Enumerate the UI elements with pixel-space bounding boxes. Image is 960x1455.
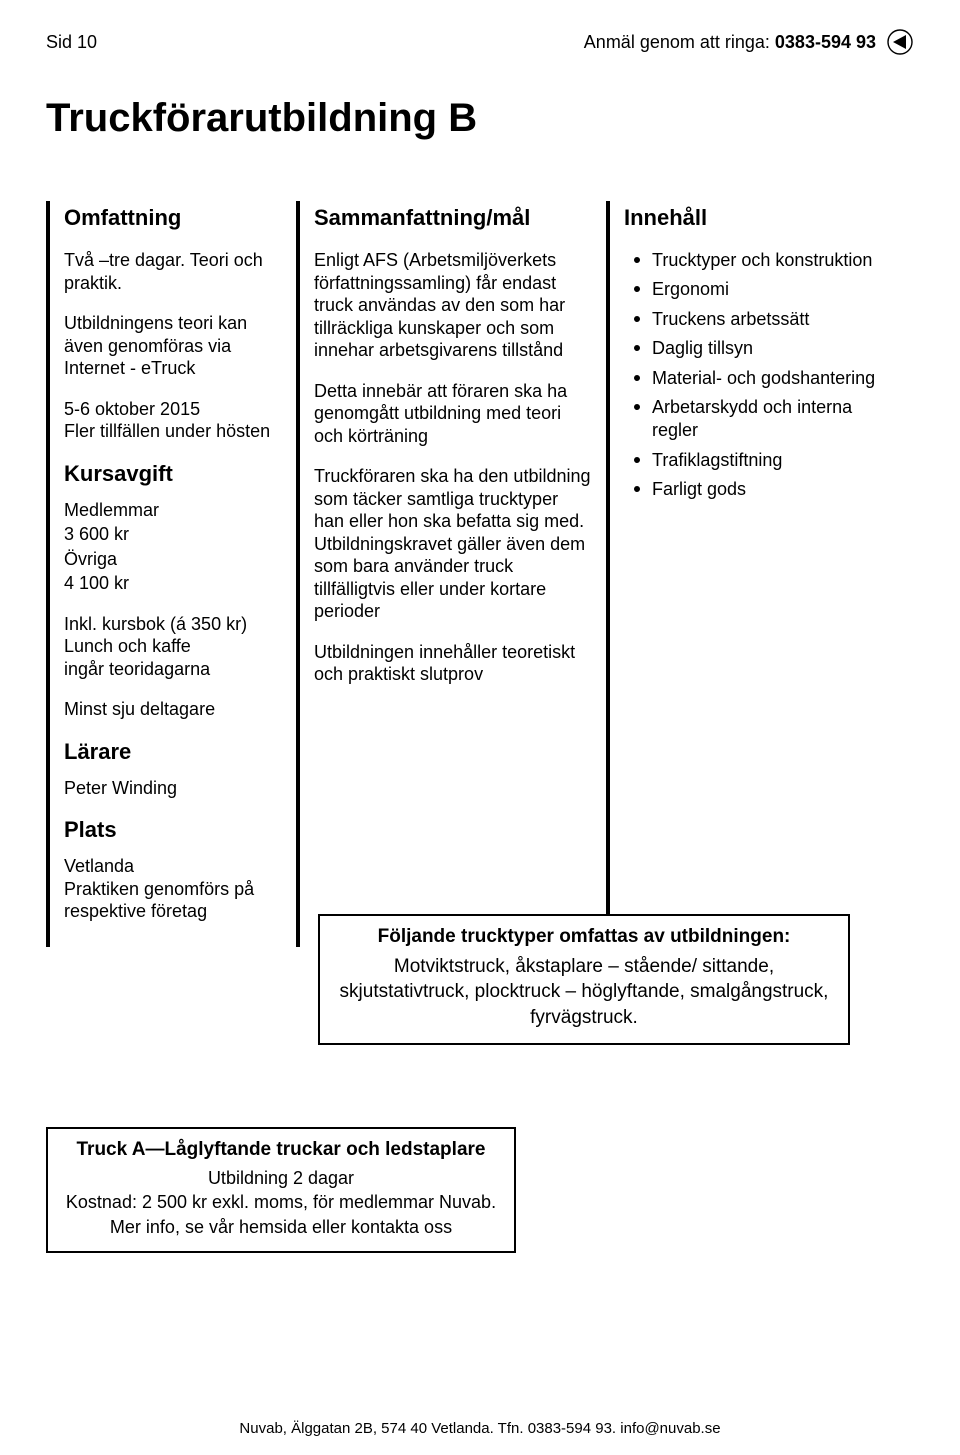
truck-a-box: Truck A—Låglyftande truckar och ledstapl… [46,1127,516,1254]
teacher-heading: Lärare [64,739,282,765]
list-item: Ergonomi [630,278,892,301]
contents-list: Trucktyper och konstruktion Ergonomi Tru… [624,249,892,502]
min-participants: Minst sju deltagare [64,698,282,721]
fee-others-label: Övriga [64,548,282,571]
scope-text: Två –tre dagar. Teori och praktik. [64,249,282,294]
register-phone: 0383-594 93 [775,32,876,52]
course-dates: 5-6 oktober 2015 Fler tillfällen under h… [64,398,282,443]
truck-a-line3: Mer info, se vår hemsida eller kontakta … [64,1215,498,1239]
fee-heading: Kursavgift [64,461,282,487]
contents-heading: Innehåll [624,205,892,231]
summary-p3: Truckföraren ska ha den utbildning som t… [314,465,592,623]
fee-members-value: 3 600 kr [64,523,282,546]
list-item: Material- och godshantering [630,367,892,390]
register-text: Anmäl genom att ringa: 0383-594 93 [584,32,876,53]
truck-a-line2: Kostnad: 2 500 kr exkl. moms, för medlem… [64,1190,498,1214]
left-arrow-icon [886,28,914,56]
summary-p1: Enligt AFS (Arbetsmiljöverkets författni… [314,249,592,362]
footer: Nuvab, Älggatan 2B, 574 40 Vetlanda. Tfn… [0,1420,960,1437]
list-item: Trucktyper och konstruktion [630,249,892,272]
page-title: Truckförarutbildning B [46,96,914,141]
columns: Omfattning Två –tre dagar. Teori och pra… [46,201,914,947]
place-heading: Plats [64,817,282,843]
page-number-label: Sid 10 [46,32,97,53]
register-prefix: Anmäl genom att ringa: [584,32,775,52]
summary-p2: Detta innebär att föraren ska ha genomgå… [314,380,592,448]
fee-others-value: 4 100 kr [64,572,282,595]
list-item: Arbetarskydd och interna regler [630,396,892,443]
fee-members-label: Medlemmar [64,499,282,522]
column-left: Omfattning Två –tre dagar. Teori och pra… [46,201,296,947]
page-header: Sid 10 Anmäl genom att ringa: 0383-594 9… [46,28,914,56]
column-right: Innehåll Trucktyper och konstruktion Erg… [606,201,906,947]
scope-heading: Omfattning [64,205,282,231]
truck-a-line1: Utbildning 2 dagar [64,1166,498,1190]
truck-types-heading: Följande trucktyper omfattas av utbildni… [338,924,830,950]
teacher-name: Peter Winding [64,777,282,800]
summary-heading: Sammanfattning/mål [314,205,592,231]
scope-text2: Utbildningens teori kan även genomföras … [64,312,282,380]
header-right: Anmäl genom att ringa: 0383-594 93 [584,28,914,56]
fee-note: Inkl. kursbok (á 350 kr) Lunch och kaffe… [64,613,282,681]
page: Sid 10 Anmäl genom att ringa: 0383-594 9… [0,0,960,1455]
truck-types-box: Följande trucktyper omfattas av utbildni… [318,914,850,1045]
summary-p4: Utbildningen innehåller teoretiskt och p… [314,641,592,686]
truck-a-title: Truck A—Låglyftande truckar och ledstapl… [64,1137,498,1163]
list-item: Trafiklagstiftning [630,449,892,472]
truck-types-body: Motviktstruck, åkstaplare – stående/ sit… [338,954,830,1031]
place-text: Vetlanda Praktiken genomförs på respekti… [64,855,282,923]
list-item: Daglig tillsyn [630,337,892,360]
column-middle: Sammanfattning/mål Enligt AFS (Arbetsmil… [296,201,606,947]
list-item: Farligt gods [630,478,892,501]
list-item: Truckens arbetssätt [630,308,892,331]
